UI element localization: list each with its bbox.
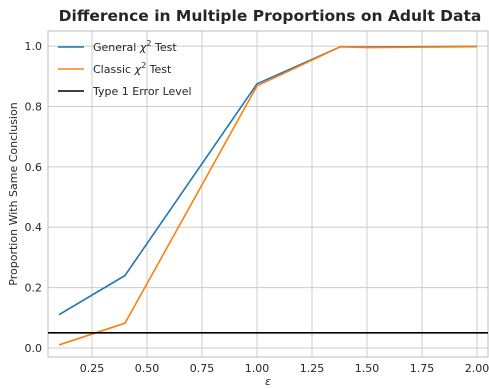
x-tick-label: 1.00 <box>245 362 270 375</box>
legend-label: Type 1 Error Level <box>92 85 192 98</box>
y-tick-label: 0.4 <box>25 221 43 234</box>
chart-title: Difference in Multiple Proportions on Ad… <box>59 7 482 25</box>
x-tick-label: 2.00 <box>465 362 489 375</box>
tick-labels: 0.25 0.50 0.75 1.00 1.25 1.50 1.75 2.00 0.0 0.2 0.… <box>25 40 489 375</box>
series-line-2 <box>58 45 478 346</box>
x-tick-label: 0.25 <box>80 362 105 375</box>
y-tick-label: 0.6 <box>25 161 43 174</box>
plot-frame <box>47 30 489 358</box>
y-tick-label: 0.2 <box>25 282 43 295</box>
legend-label: General χ2 Test <box>93 39 177 54</box>
x-tick-label: 1.50 <box>355 362 380 375</box>
x-tick-label: 0.50 <box>135 362 160 375</box>
x-axis-label: ε <box>265 375 271 388</box>
x-tick-label: 1.75 <box>410 362 435 375</box>
x-tick-label: 1.25 <box>300 362 325 375</box>
legend-label: Classic χ2 Test <box>93 61 172 76</box>
series-lines <box>48 45 488 346</box>
legend: General χ2 Test Classic χ2 Test Type 1 Err… <box>58 39 192 98</box>
y-tick-label: 0.8 <box>25 100 43 113</box>
y-tick-label: 1.0 <box>25 40 43 53</box>
x-tick-label: 0.75 <box>190 362 215 375</box>
y-axis-label: Proportion With Same Conclusion <box>7 102 20 285</box>
y-tick-label: 0.0 <box>25 342 43 355</box>
